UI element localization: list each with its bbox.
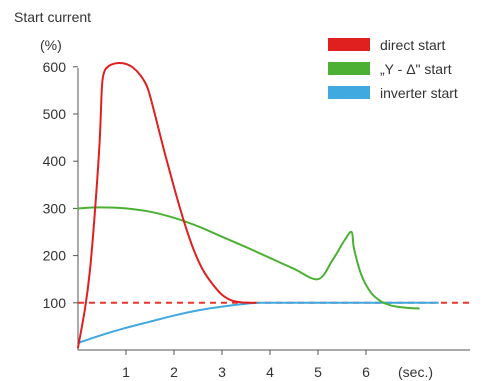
legend-y-delta-start-label: „Y - Δ" start bbox=[380, 61, 452, 77]
legend-direct-start-swatch bbox=[328, 38, 370, 51]
series-inverter-start bbox=[77, 301, 439, 344]
x-tick-label: 2 bbox=[170, 364, 178, 380]
series-layer bbox=[77, 62, 470, 349]
legend-inverter-start-swatch bbox=[328, 86, 370, 99]
legend-inverter-start-label: inverter start bbox=[380, 85, 458, 101]
x-tick-label: 4 bbox=[266, 364, 274, 380]
legend-direct-start-label: direct start bbox=[380, 37, 445, 53]
y-tick-label: 100 bbox=[43, 295, 67, 311]
y-axis-unit: (%) bbox=[40, 37, 62, 53]
legend-y-delta-start-swatch bbox=[328, 62, 370, 75]
tick-layer: 100 200 300 400 500 600 1 2 3 4 5 6 bbox=[43, 59, 370, 380]
x-tick-label: 1 bbox=[122, 364, 130, 380]
x-tick-label: 3 bbox=[218, 364, 226, 380]
y-tick-label: 400 bbox=[43, 153, 67, 169]
y-tick-label: 500 bbox=[43, 106, 67, 122]
legend: direct start „Y - Δ" start inverter start bbox=[328, 37, 458, 101]
y-tick-label: 600 bbox=[43, 59, 67, 75]
series-y-delta-start bbox=[77, 206, 420, 310]
x-tick-label: 5 bbox=[314, 364, 322, 380]
y-tick-label: 300 bbox=[43, 200, 67, 216]
y-axis-title: Start current bbox=[14, 9, 91, 25]
series-direct-start bbox=[77, 62, 257, 349]
x-axis-unit: (sec.) bbox=[398, 364, 433, 380]
x-tick-label: 6 bbox=[362, 364, 370, 380]
y-tick-label: 200 bbox=[43, 248, 67, 264]
